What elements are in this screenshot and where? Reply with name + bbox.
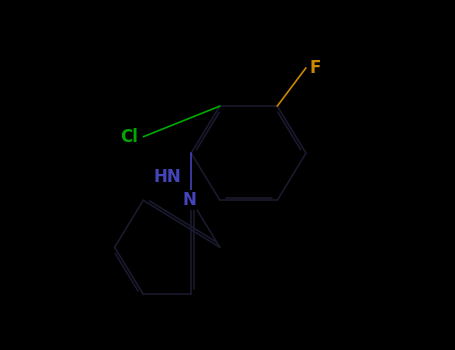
- Text: N: N: [182, 191, 196, 209]
- Text: F: F: [310, 59, 321, 77]
- Text: HN: HN: [154, 168, 182, 186]
- Text: Cl: Cl: [120, 128, 137, 146]
